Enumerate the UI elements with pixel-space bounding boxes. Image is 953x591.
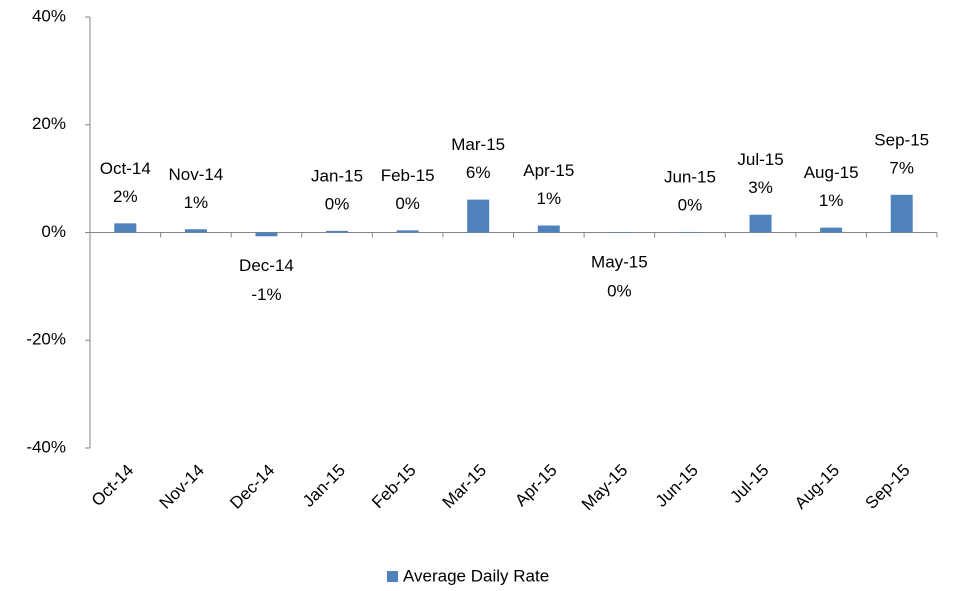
x-tick-label: Nov-14 — [156, 461, 208, 513]
y-tick-label: 20% — [32, 114, 66, 133]
x-tick-label: Apr-15 — [511, 461, 561, 511]
data-label: 0% — [325, 194, 350, 213]
data-label: -1% — [251, 285, 281, 304]
x-tick-label: Jun-15 — [652, 461, 702, 511]
legend-swatch — [387, 571, 398, 582]
data-label-category: Jul-15 — [737, 150, 783, 169]
data-label-category: Oct-14 — [100, 159, 151, 178]
data-label: 7% — [889, 158, 914, 177]
legend-label: Average Daily Rate — [403, 566, 549, 585]
x-tick-label: Dec-14 — [226, 461, 278, 513]
x-tick-label: Jul-15 — [726, 461, 772, 507]
data-label: 1% — [537, 189, 562, 208]
bar — [184, 229, 207, 233]
bar — [114, 223, 137, 233]
x-tick-label: Sep-15 — [862, 461, 914, 513]
x-tick-label: Mar-15 — [439, 461, 491, 513]
data-label: 1% — [819, 191, 844, 210]
data-label: 3% — [748, 178, 773, 197]
data-label-category: Mar-15 — [451, 135, 505, 154]
bar — [467, 199, 490, 233]
data-label-category: May-15 — [591, 253, 648, 272]
bar — [890, 194, 913, 233]
x-tick-label: Feb-15 — [368, 461, 420, 513]
data-label-category: Jan-15 — [311, 166, 363, 185]
data-label-category: Feb-15 — [381, 166, 435, 185]
data-label: 0% — [607, 282, 632, 301]
data-label-category: Sep-15 — [874, 130, 929, 149]
bar — [537, 225, 560, 233]
data-label: 6% — [466, 163, 491, 182]
data-label: 0% — [678, 195, 703, 214]
bar — [749, 214, 772, 233]
bar — [820, 227, 843, 233]
y-tick-label: 40% — [32, 6, 66, 25]
y-tick-label: 0% — [41, 222, 66, 241]
data-label: 0% — [395, 194, 420, 213]
bar — [326, 230, 349, 233]
data-label-category: Apr-15 — [523, 161, 574, 180]
data-label-category: Jun-15 — [664, 167, 716, 186]
x-tick-label: Oct-14 — [88, 461, 138, 511]
y-tick-label: -20% — [26, 330, 66, 349]
bar — [255, 232, 278, 237]
data-label-category: Aug-15 — [804, 163, 859, 182]
bar — [608, 232, 631, 234]
data-label-category: Dec-14 — [239, 256, 294, 275]
x-tick-label: Jan-15 — [299, 461, 349, 511]
bar — [678, 231, 701, 233]
data-label: 1% — [184, 193, 209, 212]
data-label-category: Nov-14 — [168, 165, 223, 184]
x-tick-label: Aug-15 — [791, 461, 843, 513]
bar — [396, 230, 419, 233]
data-label: 2% — [113, 187, 138, 206]
y-tick-label: -40% — [26, 437, 66, 456]
x-tick-label: May-15 — [578, 461, 632, 515]
